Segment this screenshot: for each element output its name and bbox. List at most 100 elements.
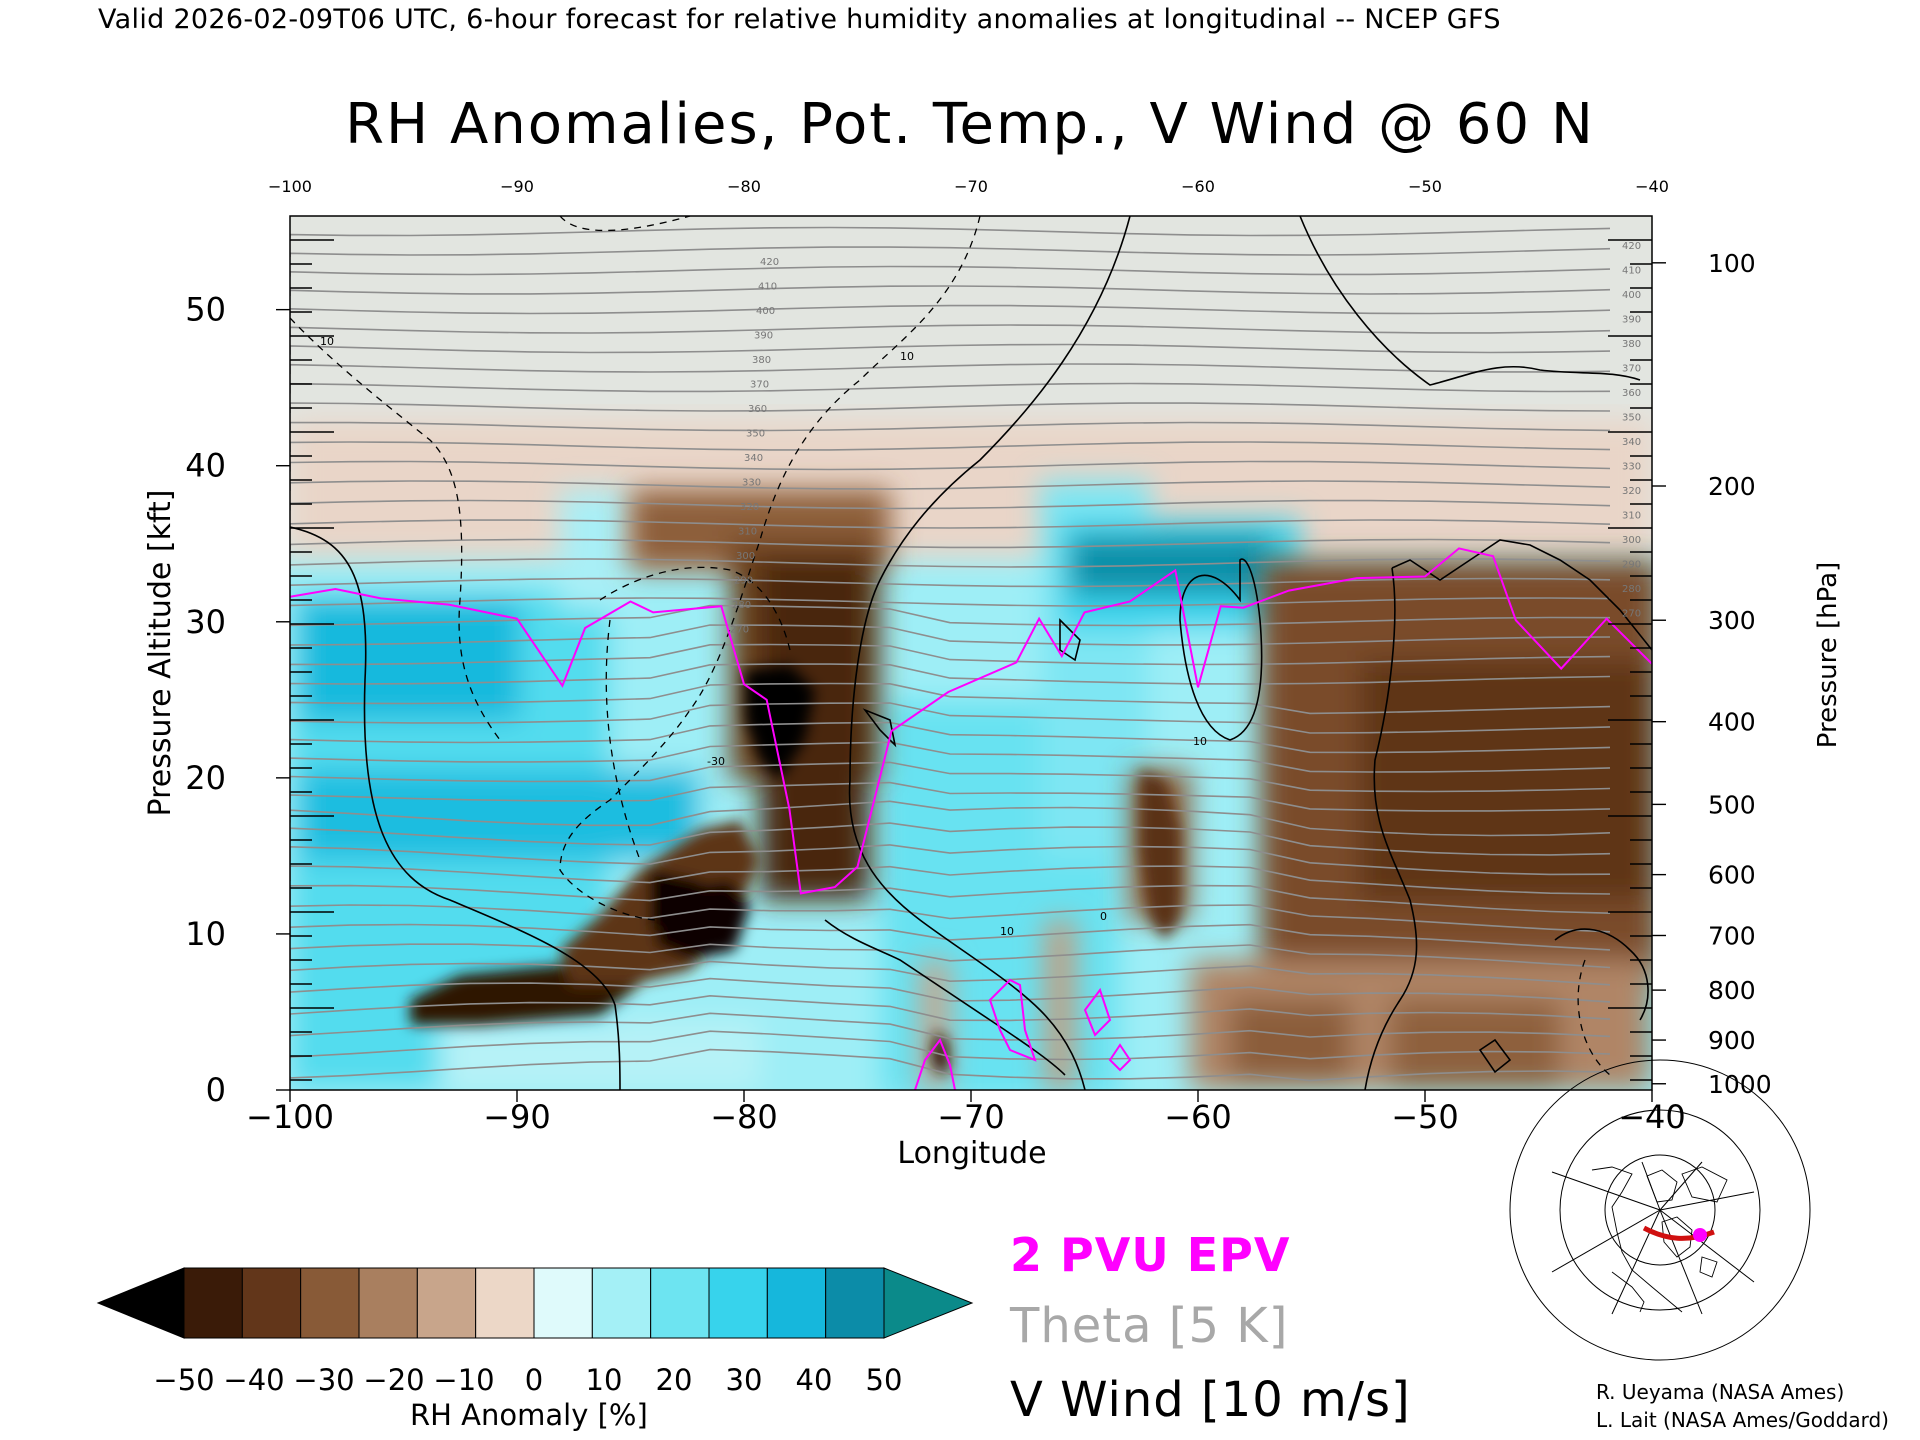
theta-contour-line	[290, 343, 1611, 355]
x-tick-label: −70	[937, 1098, 1005, 1136]
theta-contour-line	[290, 960, 1611, 986]
theta-label: 370	[750, 380, 769, 391]
theta-contour-line	[290, 304, 1611, 316]
theta-contour-line	[290, 421, 1611, 433]
theta-label: 420	[760, 257, 779, 268]
axis-ticks	[276, 239, 1666, 1102]
theta-contour-line	[290, 822, 1611, 856]
pressure-tick-label: 1000	[1708, 1070, 1772, 1099]
credit-line-2: L. Lait (NASA Ames/Goddard)	[1596, 1408, 1889, 1432]
theta-label: 340	[744, 453, 763, 464]
wind-contour-label: 10	[1193, 735, 1207, 748]
colorbar-min-arrow	[96, 1267, 185, 1339]
theta-contour-line	[290, 363, 1611, 374]
pressure-tick-label: 900	[1708, 1026, 1756, 1055]
colorbar-swatch	[241, 1267, 302, 1339]
theta-contour-line	[290, 441, 1611, 452]
theta-label: 330	[1622, 462, 1641, 473]
x-tick-label: −80	[710, 1098, 778, 1136]
chart-title: RH Anomalies, Pot. Temp., V Wind @ 60 N	[345, 92, 1595, 157]
colorbar-swatch	[766, 1267, 827, 1339]
axis-labels: 4204204104104004003903903803803703703603…	[185, 177, 1771, 1136]
theta-contour-line	[290, 663, 1611, 686]
theta-contour-line	[290, 781, 1611, 812]
theta-label: 410	[1622, 266, 1641, 277]
inset-map	[1509, 1059, 1811, 1361]
pressure-tick-label: 500	[1708, 790, 1756, 819]
theta-contour-line	[290, 721, 1611, 754]
colorbar-swatch	[533, 1267, 593, 1339]
legend-wind: V Wind [10 m/s]	[1010, 1372, 1411, 1428]
theta-contour-line	[290, 499, 1611, 511]
theta-contour-line	[290, 761, 1611, 793]
colorbar-swatch	[591, 1267, 652, 1339]
pressure-tick-label: 300	[1708, 606, 1756, 635]
theta-contour-line	[290, 324, 1611, 335]
theta-contour-line	[290, 682, 1611, 715]
legend-theta: Theta [5 K]	[1010, 1298, 1289, 1354]
theta-label: 390	[754, 331, 773, 342]
theta-label: 340	[1622, 437, 1641, 448]
theta-label: 310	[738, 527, 757, 538]
theta-label: 350	[746, 429, 765, 440]
theta-contour-line	[290, 1012, 1611, 1041]
v-wind-contours	[290, 216, 1652, 1090]
wind-contour-label: 10	[1000, 925, 1014, 938]
theta-contour-line	[290, 285, 1611, 296]
theta-label: 280	[732, 600, 751, 611]
y-axis-label: Pressure Altitude [kft]	[143, 490, 178, 817]
x-tick-label: −50	[1391, 1098, 1459, 1136]
colorbar-tick-label: 10	[586, 1363, 623, 1397]
x-tick-label: −90	[483, 1098, 551, 1136]
y-tick-label: 40	[185, 447, 226, 485]
colorbar: −50 −40 −30 −20 −10 0 10 20 30 40 50	[96, 1267, 974, 1397]
theta-contour-line	[290, 1030, 1611, 1061]
theta-contours	[290, 226, 1611, 1082]
top-x-tick-label: −90	[500, 177, 534, 196]
theta-label: 400	[756, 306, 775, 317]
x-tick-label: −60	[1164, 1098, 1232, 1136]
header-text: Valid 2026-02-09T06 UTC, 6-hour forecast…	[98, 4, 1501, 35]
colorbar-tick-label: −40	[223, 1363, 284, 1397]
colorbar-tick-label: 0	[525, 1363, 543, 1397]
epv-2pvu-line	[290, 547, 1652, 895]
theta-contour-line	[290, 480, 1611, 491]
theta-label: 280	[1622, 584, 1641, 595]
theta-contour-line	[290, 402, 1611, 413]
theta-label: 380	[1622, 339, 1641, 350]
top-x-tick-label: −70	[954, 177, 988, 196]
legend-epv: 2 PVU EPV	[1010, 1228, 1291, 1282]
colorbar-tick-label: −10	[433, 1363, 494, 1397]
theta-contour-line	[290, 226, 1611, 238]
wind-contour-label: 0	[1100, 910, 1107, 923]
y2-axis-label: Pressure [hPa]	[1813, 562, 1843, 749]
epv-small-contours	[914, 978, 1132, 1090]
theta-label: 360	[1622, 388, 1641, 399]
colorbar-swatch	[825, 1267, 885, 1339]
x-tick-label: −40	[1618, 1098, 1686, 1136]
theta-contour-line	[290, 604, 1611, 628]
colorbar-max-arrow	[883, 1267, 974, 1339]
theta-label: 350	[1622, 413, 1641, 424]
top-x-tick-label: −100	[268, 177, 312, 196]
colorbar-swatch	[650, 1267, 710, 1339]
y-tick-label: 50	[185, 291, 226, 329]
theta-label: 310	[1622, 511, 1641, 522]
theta-label: 300	[1622, 535, 1641, 546]
x-axis-label: Longitude	[897, 1136, 1046, 1171]
theta-label: 300	[736, 551, 755, 562]
top-x-tick-label: −60	[1181, 177, 1215, 196]
theta-contour-line	[290, 558, 1611, 569]
pressure-tick-label: 800	[1708, 976, 1756, 1005]
theta-contour-line	[290, 884, 1611, 914]
y-tick-label: 10	[185, 915, 226, 953]
theta-label: 400	[1622, 290, 1641, 301]
wind-contour-label: 10	[320, 335, 334, 348]
top-x-tick-label: −40	[1635, 177, 1669, 196]
colorbar-tick-label: 30	[726, 1363, 763, 1397]
theta-contour-line	[290, 741, 1611, 773]
wind-contour-label: 10	[900, 350, 914, 363]
theta-label: 320	[1622, 486, 1641, 497]
theta-contour-line	[290, 904, 1611, 933]
colorbar-swatch	[708, 1267, 768, 1339]
